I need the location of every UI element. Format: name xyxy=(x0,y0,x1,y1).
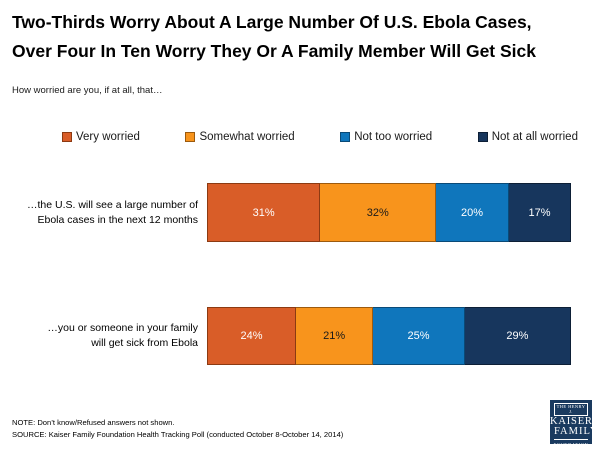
chart-row: …you or someone in your family will get s… xyxy=(0,307,600,365)
row-label-line: Ebola cases in the next 12 months xyxy=(37,213,198,226)
bar-segment-value: 17% xyxy=(528,206,551,219)
legend-label: Very worried xyxy=(76,131,140,143)
chart-subtitle: How worried are you, if at all, that… xyxy=(12,85,163,96)
kff-logo-line-4: FOUNDATION xyxy=(553,442,589,447)
bar-segment-value: 21% xyxy=(323,330,346,342)
kff-logo-line-3: FAMILY xyxy=(554,426,597,440)
row-label-line: will get sick from Ebola xyxy=(91,337,198,349)
legend-item: Not too worried xyxy=(340,131,432,143)
row-label: …the U.S. will see a large number of Ebol… xyxy=(0,183,198,242)
legend-item: Not at all worried xyxy=(477,131,578,143)
legend-item: Somewhat worried xyxy=(185,131,295,143)
source-text: SOURCE: Kaiser Family Foundation Health … xyxy=(12,429,344,439)
legend-swatch xyxy=(185,132,196,142)
bar-segment: 31% xyxy=(207,183,321,242)
bar-segment-value: 25% xyxy=(407,330,430,342)
row-label: …you or someone in your family will get s… xyxy=(0,307,198,365)
legend-swatch xyxy=(477,132,488,142)
bar-segment: 29% xyxy=(464,307,571,365)
bar-segment: 20% xyxy=(436,183,509,242)
legend-label: Not at all worried xyxy=(491,131,578,143)
bar-segment: 24% xyxy=(207,307,297,365)
kff-logo-line-2: KAISER xyxy=(550,416,593,427)
bar-segment-value: 24% xyxy=(240,330,263,342)
legend-swatch xyxy=(62,132,72,142)
legend-item: Very worried xyxy=(62,131,140,143)
bar-segment-value: 32% xyxy=(366,206,389,219)
bar-segment-value: 31% xyxy=(252,206,275,219)
bar-segment: 32% xyxy=(320,183,437,242)
legend-label: Not too worried xyxy=(354,131,433,143)
bar-segment-value: 29% xyxy=(506,330,529,342)
kff-logo: THE HENRY J. KAISER FAMILY FOUNDATION xyxy=(550,400,597,447)
bar-segment: 21% xyxy=(296,307,374,365)
legend-swatch xyxy=(340,132,351,142)
page-title-line-1: Two-Thirds Worry About A Large Number Of… xyxy=(12,12,532,32)
page-title-line-2: Over Four In Ten Worry They Or A Family … xyxy=(12,41,536,61)
chart-row: …the U.S. will see a large number of Ebol… xyxy=(0,183,600,242)
row-label-line: …you or someone in your family xyxy=(47,322,198,334)
bar-segment: 25% xyxy=(373,307,465,365)
stacked-bar: 24% 21% 25% 29% xyxy=(207,307,571,365)
legend-label: Somewhat worried xyxy=(199,131,295,143)
page-title: Two-Thirds Worry About A Large Number Of… xyxy=(12,8,590,66)
bar-segment: 17% xyxy=(508,183,571,242)
row-label-line: …the U.S. will see a large number of xyxy=(27,198,198,211)
kff-logo-line-1: THE HENRY J. xyxy=(554,403,588,416)
legend: Very worried Somewhat worried Not too worr… xyxy=(62,131,578,143)
bar-segment-value: 20% xyxy=(461,206,484,219)
note-text: NOTE: Don’t know/Refused answers not sho… xyxy=(12,418,175,427)
footer-notes: NOTE: Don’t know/Refused answers not sho… xyxy=(12,417,343,440)
stacked-bar: 31% 32% 20% 17% xyxy=(207,183,571,242)
